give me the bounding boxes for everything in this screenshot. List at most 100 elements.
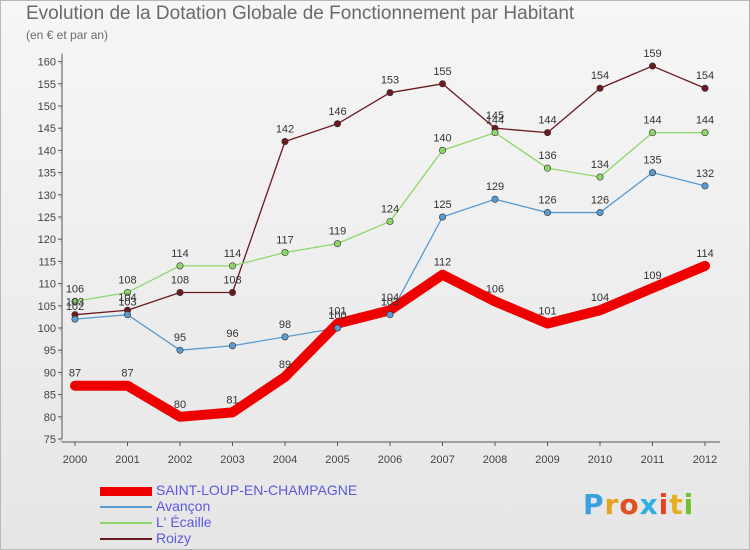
data-label: 125	[433, 199, 451, 211]
data-label: 89	[279, 359, 291, 371]
data-label: 87	[121, 368, 133, 380]
data-point	[176, 262, 184, 270]
y-tick-label: 90	[44, 367, 56, 379]
y-tick-label: 105	[38, 301, 56, 313]
legend-label: Avançon	[156, 498, 211, 514]
data-point	[438, 146, 446, 154]
data-label: 129	[486, 181, 504, 193]
y-tick-label: 135	[38, 168, 56, 180]
data-point	[596, 84, 604, 92]
data-label: 81	[226, 394, 238, 406]
data-label: 145	[486, 110, 504, 122]
data-point	[438, 80, 446, 88]
x-tick-label: 2000	[63, 454, 87, 466]
legend-label: L' Écaille	[156, 514, 212, 530]
data-label: 135	[643, 155, 661, 167]
data-point	[596, 209, 604, 217]
x-tick-label: 2002	[168, 454, 192, 466]
logo-letter: i	[658, 488, 670, 521]
data-label: 134	[591, 159, 609, 171]
series-line	[74, 65, 706, 316]
y-tick-label: 100	[38, 323, 56, 335]
data-point	[229, 288, 237, 296]
y-tick-label: 160	[38, 57, 56, 69]
data-label: 109	[643, 270, 661, 282]
legend-swatch	[100, 538, 152, 540]
data-label: 104	[591, 292, 609, 304]
data-label: 159	[643, 48, 661, 60]
data-point	[281, 333, 289, 341]
data-label: 80	[174, 399, 186, 411]
series-line	[70, 260, 710, 422]
data-label: 95	[174, 332, 186, 344]
data-label: 114	[224, 248, 242, 260]
x-tick-label: 2001	[115, 454, 139, 466]
logo-letter: P	[583, 488, 605, 521]
data-label: 114	[696, 248, 714, 260]
x-tick-label: 2011	[641, 454, 665, 466]
data-label: 124	[381, 203, 399, 215]
data-point	[438, 213, 446, 221]
data-label: 108	[118, 274, 136, 286]
y-tick-label: 125	[38, 212, 56, 224]
x-tick-label: 2012	[693, 454, 717, 466]
data-point	[543, 164, 551, 172]
data-label: 103	[381, 297, 399, 309]
data-label: 106	[66, 283, 84, 295]
data-point	[71, 315, 79, 323]
data-label: 117	[276, 235, 294, 247]
x-tick-label: 2007	[430, 454, 454, 466]
data-point	[701, 84, 709, 92]
data-label: 154	[696, 70, 714, 82]
y-tick-label: 75	[44, 434, 56, 446]
data-label: 96	[226, 328, 238, 340]
y-tick-label: 120	[38, 234, 56, 246]
data-label: 106	[486, 283, 504, 295]
data-point	[491, 195, 499, 203]
data-label: 155	[433, 66, 451, 78]
data-label: 144	[643, 115, 661, 127]
data-label: 154	[591, 70, 609, 82]
logo-letter: o	[619, 488, 640, 521]
data-point	[386, 89, 394, 97]
data-label: 144	[538, 115, 556, 127]
data-label: 104	[118, 292, 136, 304]
data-point	[701, 129, 709, 137]
data-point	[281, 249, 289, 257]
logo-letter: t	[669, 488, 684, 521]
y-tick-label: 85	[44, 390, 56, 402]
logo-letter: r	[604, 488, 620, 521]
data-point	[596, 173, 604, 181]
data-label: 104	[381, 292, 399, 304]
data-label: 126	[538, 195, 556, 207]
y-tick-label: 130	[38, 190, 56, 202]
data-point	[229, 342, 237, 350]
x-tick-label: 2009	[535, 454, 559, 466]
x-tick-label: 2003	[220, 454, 244, 466]
data-point	[333, 120, 341, 128]
data-point	[333, 240, 341, 248]
legend-swatch	[100, 486, 152, 496]
series-line	[74, 171, 706, 351]
data-label: 101	[328, 306, 346, 318]
data-point	[386, 217, 394, 225]
data-label: 126	[591, 195, 609, 207]
data-label: 87	[69, 368, 81, 380]
y-tick-label: 115	[38, 256, 56, 268]
chart-subtitle: (en € et par an)	[26, 28, 109, 42]
legend-label: SAINT-LOUP-EN-CHAMPAGNE	[156, 482, 358, 498]
data-label: 132	[696, 168, 714, 180]
data-label: 103	[66, 297, 84, 309]
data-point	[386, 311, 394, 319]
legend-swatch	[100, 506, 152, 508]
logo-letter: x	[639, 488, 659, 521]
data-point	[333, 324, 341, 332]
legend-swatch	[100, 522, 152, 524]
data-label: 142	[276, 124, 294, 136]
y-tick-label: 155	[38, 79, 56, 91]
data-label: 146	[328, 106, 346, 118]
data-point	[229, 262, 237, 270]
x-tick-label: 2005	[325, 454, 349, 466]
data-label: 108	[171, 274, 189, 286]
